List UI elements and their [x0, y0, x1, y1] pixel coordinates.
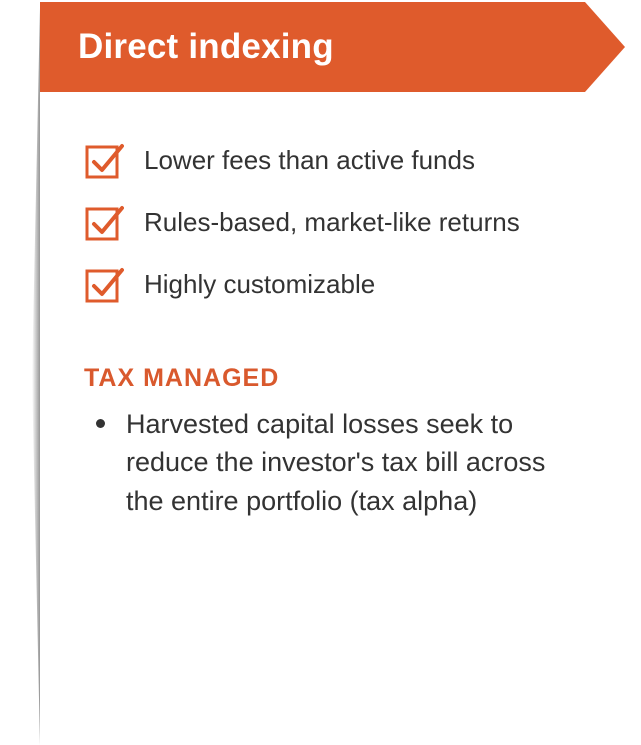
feature-list: Lower fees than active funds Rules-based…	[84, 140, 581, 304]
feature-label: Lower fees than active funds	[144, 145, 475, 176]
info-card: Direct indexing Lower fees than active f…	[40, 2, 625, 739]
banner: Direct indexing	[40, 2, 625, 92]
card-body: Lower fees than active funds Rules-based…	[40, 92, 625, 520]
feature-label: Highly customizable	[144, 269, 375, 300]
checkbox-checked-icon	[84, 140, 124, 180]
section-heading: TAX MANAGED	[84, 364, 581, 393]
checkbox-checked-icon	[84, 202, 124, 242]
feature-item: Rules-based, market-like returns	[84, 202, 581, 242]
bullet-item: Harvested capital losses seek to reduce …	[90, 405, 581, 520]
feature-item: Highly customizable	[84, 264, 581, 304]
bullet-list: Harvested capital losses seek to reduce …	[84, 405, 581, 520]
tax-section: TAX MANAGED Harvested capital losses see…	[84, 364, 581, 520]
checkbox-checked-icon	[84, 264, 124, 304]
banner-title: Direct indexing	[78, 27, 334, 67]
feature-label: Rules-based, market-like returns	[144, 207, 520, 238]
feature-item: Lower fees than active funds	[84, 140, 581, 180]
